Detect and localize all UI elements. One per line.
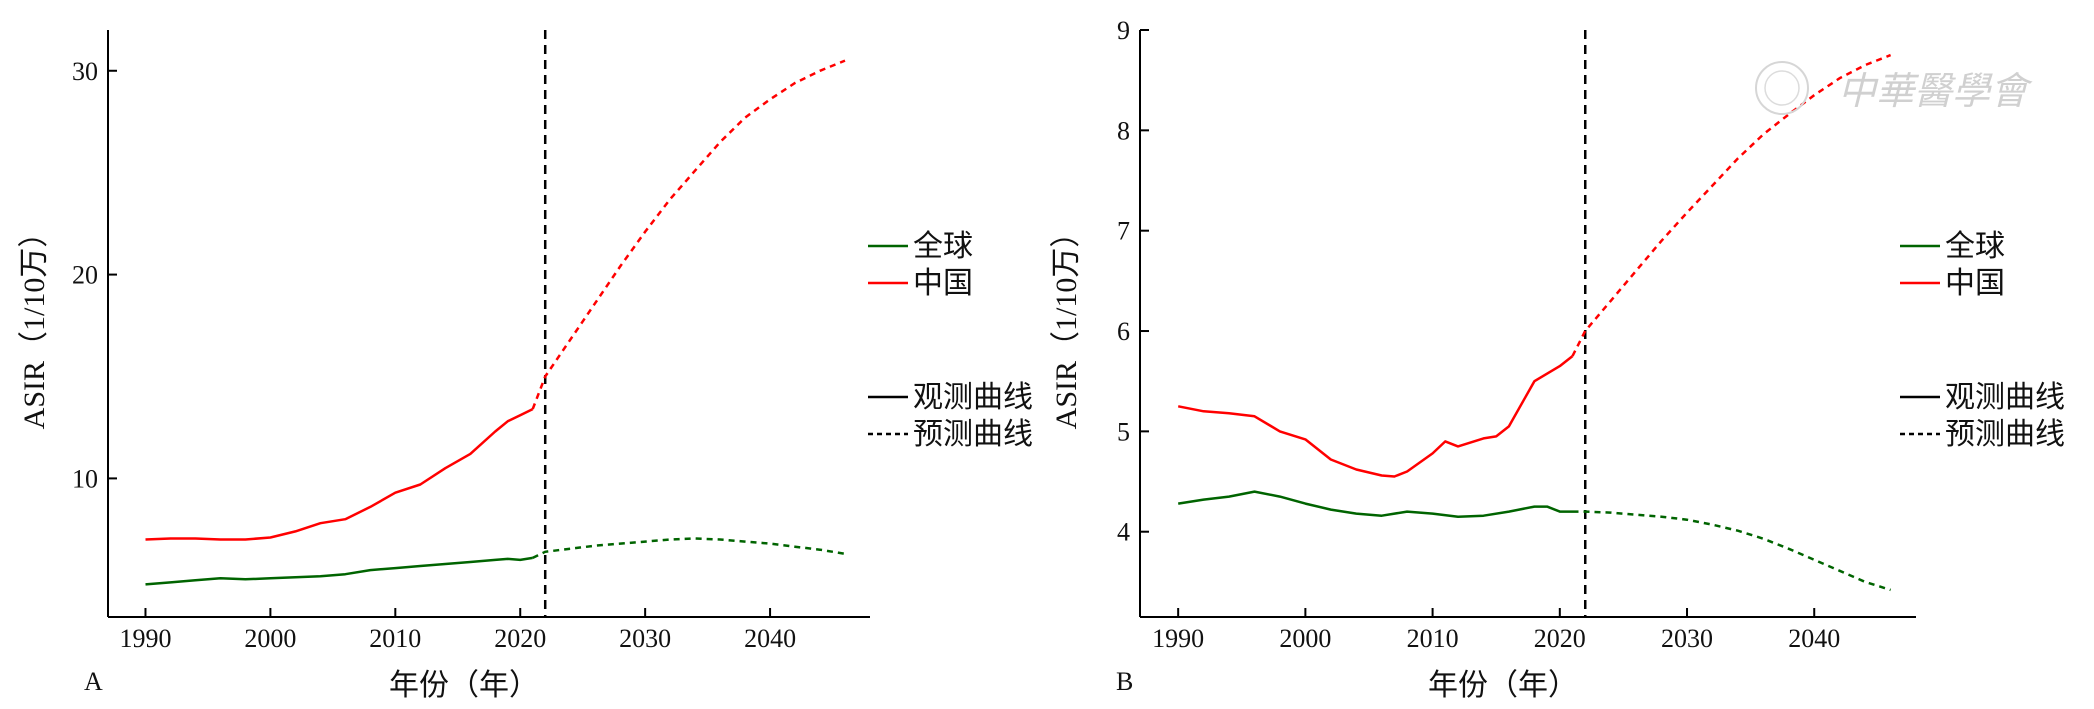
y-axis-title: ASIR（1/10万）: [18, 218, 51, 430]
legend-style-label: 预测曲线: [1945, 418, 2065, 451]
series-line-predicted: [1572, 510, 1891, 592]
y-tick-label: 4: [1117, 518, 1130, 547]
x-tick-label: 2000: [1279, 624, 1331, 653]
x-tick-label: 2030: [619, 624, 671, 653]
x-tick-label: 1990: [119, 624, 171, 653]
x-axis-title: 年份（年）: [389, 669, 539, 702]
x-tick-label: 2040: [1788, 624, 1840, 653]
y-axis-title: ASIR（1/10万）: [1050, 218, 1083, 430]
legend-style-label: 观测曲线: [913, 381, 1033, 414]
series-line-predicted: [532, 537, 846, 560]
y-tick-label: 30: [72, 57, 98, 86]
y-tick-label: 7: [1117, 217, 1130, 246]
x-tick-label: 2020: [1534, 624, 1586, 653]
series-line-observed: [1177, 355, 1574, 478]
watermark-logo: 中華醫學會: [1755, 61, 2033, 115]
y-tick-label: 8: [1117, 116, 1130, 145]
x-tick-label: 2020: [494, 624, 546, 653]
x-tick-label: 2030: [1661, 624, 1713, 653]
series-line-observed: [145, 556, 533, 586]
y-tick-label: 20: [72, 261, 98, 290]
series-line-observed: [145, 407, 534, 541]
x-tick-label: 2000: [244, 624, 296, 653]
legend-label: 中国: [913, 267, 973, 300]
legend-style-label: 预测曲线: [913, 418, 1033, 451]
x-tick-label: 1990: [1152, 624, 1204, 653]
y-tick-label: 10: [72, 464, 98, 493]
panel-b: 4 5 6 7 8 9 1990 2000 2010 2020 2030 2040 年份（年） ASIR（…: [1050, 16, 2065, 702]
x-tick-label: 2010: [1407, 624, 1459, 653]
y-tick-label: 9: [1117, 16, 1130, 45]
series-line-observed: [1178, 490, 1573, 518]
legend-label: 中国: [1945, 267, 2005, 300]
legend-style-label: 观测曲线: [1945, 381, 2065, 414]
series-line-predicted: [531, 59, 846, 410]
x-axis-title: 年份（年）: [1428, 669, 1578, 702]
legend-label: 全球: [1945, 230, 2005, 263]
x-tick-label: 2010: [369, 624, 421, 653]
y-tick-label: 6: [1117, 317, 1130, 346]
watermark-seal-icon: [1755, 61, 1809, 115]
watermark-text: 中華醫學會: [1838, 71, 2033, 113]
legend-label: 全球: [913, 230, 973, 263]
watermark-seal-inner-icon: [1764, 70, 1800, 106]
x-tick-label: 2040: [744, 624, 796, 653]
y-tick-label: 5: [1117, 417, 1130, 446]
panel-label: A: [84, 667, 103, 696]
panel-label: B: [1116, 667, 1133, 696]
